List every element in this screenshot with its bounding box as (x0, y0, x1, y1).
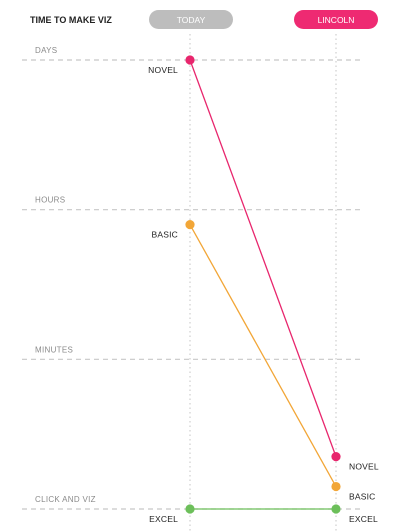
series-line-novel (189, 59, 337, 457)
point-label-excel-lincoln: EXCEL (349, 514, 378, 524)
chart-title: TIME TO MAKE VIZ (30, 15, 112, 25)
series-line-basic (189, 224, 337, 487)
level-label-click-and-viz: CLICK AND VIZ (35, 495, 96, 504)
level-label-hours: HOURS (35, 196, 65, 205)
point-novel-lincoln (331, 452, 341, 462)
point-label-novel-today: NOVEL (148, 65, 178, 75)
category-pill-lincoln (294, 10, 378, 29)
category-pill-today (149, 10, 233, 29)
point-basic-today (185, 220, 195, 230)
point-novel-today (185, 55, 195, 65)
category-label-lincoln: LINCOLN (318, 15, 355, 25)
point-label-excel-today: EXCEL (149, 514, 178, 524)
point-label-basic-lincoln: BASIC (349, 492, 376, 502)
category-label-today: TODAY (177, 15, 206, 25)
point-label-novel-lincoln: NOVEL (349, 462, 379, 472)
level-label-minutes: MINUTES (35, 345, 73, 354)
point-excel-today (185, 504, 195, 514)
point-label-basic-today: BASIC (151, 230, 178, 240)
point-excel-lincoln (331, 504, 341, 514)
point-basic-lincoln (331, 481, 341, 492)
level-label-days: DAYS (35, 46, 57, 55)
